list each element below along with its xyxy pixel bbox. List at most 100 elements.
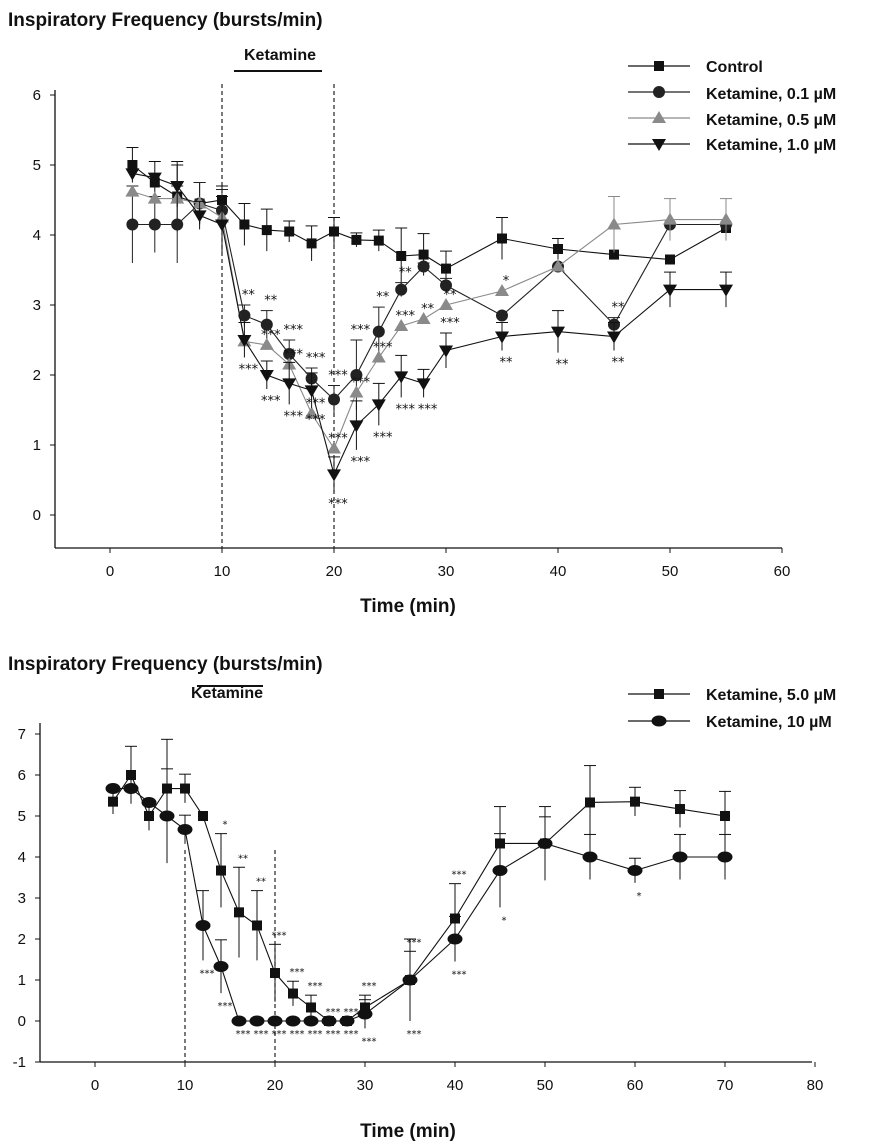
significance-label: **	[376, 290, 390, 305]
significance-label: ***	[373, 430, 393, 445]
significance-label: **	[256, 877, 266, 888]
data-point	[663, 212, 677, 225]
data-point	[231, 1015, 247, 1027]
data-point	[609, 249, 619, 260]
data-point	[170, 181, 185, 193]
chart-top: Inspiratory Frequency (bursts/min) Ketam…	[8, 10, 836, 617]
data-point	[416, 378, 431, 391]
data-point	[717, 851, 733, 863]
data-point	[371, 399, 386, 412]
y-tick-label: 1	[33, 437, 41, 454]
data-point	[371, 350, 386, 363]
significance-label: ***	[328, 432, 348, 447]
data-point	[417, 260, 430, 273]
x-tick-label: 10	[177, 1077, 194, 1094]
x-tick-label: 20	[326, 563, 343, 580]
significance-label: ***	[407, 937, 422, 948]
data-point	[663, 284, 677, 297]
significance-label: **	[612, 301, 626, 316]
significance-label: ***	[373, 341, 393, 356]
data-point	[147, 191, 162, 204]
significance-label: ***	[218, 1001, 233, 1012]
data-point	[439, 298, 453, 310]
data-point	[270, 968, 280, 979]
data-point	[304, 406, 319, 419]
significance-label: ***	[200, 968, 215, 979]
significance-label: ***	[351, 455, 371, 470]
x-tick-label: 0	[91, 1077, 99, 1094]
data-point	[373, 235, 384, 246]
data-point	[495, 331, 509, 344]
legend-label: Ketamine, 10 µM	[706, 714, 832, 731]
legend-label: Ketamine, 0.5 µM	[706, 112, 836, 129]
x-axis-label: Time (min)	[360, 596, 456, 617]
data-point	[282, 378, 297, 391]
data-point	[495, 284, 509, 296]
data-point	[441, 263, 451, 274]
x-tick-label: 50	[537, 1077, 554, 1094]
significance-label: ***	[283, 348, 303, 363]
y-tick-label: 3	[18, 890, 26, 907]
data-point	[215, 219, 229, 232]
y-tick-label: 7	[18, 726, 26, 743]
significance-label: ***	[272, 1029, 287, 1040]
chart-title: Inspiratory Frequency (bursts/min)	[8, 10, 323, 31]
y-tick-label: 6	[18, 767, 26, 784]
data-point	[237, 335, 252, 347]
series-line	[113, 787, 725, 1022]
significance-label: ***	[308, 1029, 323, 1040]
data-point	[198, 811, 208, 821]
y-tick-label: 5	[33, 157, 41, 174]
data-point	[327, 441, 341, 454]
x-tick-label: 80	[807, 1077, 824, 1094]
significance-label: ***	[362, 1036, 377, 1047]
data-point	[396, 251, 407, 261]
significance-label: **	[612, 356, 626, 371]
data-point	[585, 797, 595, 808]
data-point	[349, 385, 364, 398]
significance-label: **	[264, 294, 278, 309]
significance-label: ***	[261, 328, 281, 343]
y-tick-label: 0	[18, 1013, 26, 1030]
legend: Ketamine, 5.0 µM Ketamine, 10 µM	[628, 687, 836, 731]
data-point	[402, 974, 418, 986]
x-tick-label: 30	[357, 1077, 374, 1094]
y-tick-label: 1	[18, 972, 26, 989]
data-point	[284, 226, 295, 237]
significance-label: ***	[407, 1029, 422, 1040]
data-point	[180, 783, 190, 794]
significance-label: ***	[306, 397, 326, 412]
data-point	[195, 919, 211, 931]
data-point	[551, 326, 565, 339]
data-point	[350, 369, 363, 381]
significance-label: ***	[344, 1029, 359, 1040]
x-tick-label: 20	[267, 1077, 284, 1094]
x-tick-label: 70	[717, 1077, 734, 1094]
y-tick-label: 6	[33, 87, 41, 104]
significance-label: ***	[344, 1007, 359, 1018]
data-point	[108, 796, 118, 807]
x-axis-label: Time (min)	[360, 1121, 456, 1142]
data-point	[252, 920, 262, 931]
data-point	[582, 851, 598, 863]
data-point	[126, 770, 136, 780]
data-point	[394, 319, 409, 331]
data-point	[357, 1008, 373, 1020]
data-point	[447, 933, 463, 945]
significance-label: **	[444, 288, 458, 303]
significance-label: ***	[283, 323, 303, 338]
x-tick-label: 10	[214, 563, 231, 580]
x-tick-label: 40	[447, 1077, 464, 1094]
significance-label: ***	[351, 323, 371, 338]
data-point	[126, 218, 139, 231]
legend-label: Ketamine, 5.0 µM	[706, 687, 836, 704]
data-point	[159, 810, 175, 822]
data-point	[105, 783, 121, 795]
data-point	[497, 233, 507, 244]
y-tick-label: 0	[33, 507, 41, 524]
significance-label: ***	[328, 497, 348, 512]
x-tick-label: 30	[438, 563, 455, 580]
